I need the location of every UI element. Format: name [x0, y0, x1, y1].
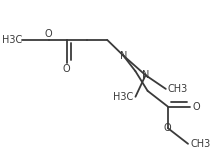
Text: O: O: [164, 123, 172, 133]
Text: CH3: CH3: [190, 139, 210, 149]
Text: O: O: [192, 101, 200, 112]
Text: N: N: [120, 51, 127, 61]
Text: H3C: H3C: [113, 92, 133, 102]
Text: O: O: [63, 64, 71, 74]
Text: H3C: H3C: [2, 35, 22, 45]
Text: CH3: CH3: [168, 84, 188, 94]
Text: N: N: [142, 70, 149, 80]
Text: O: O: [45, 29, 52, 39]
